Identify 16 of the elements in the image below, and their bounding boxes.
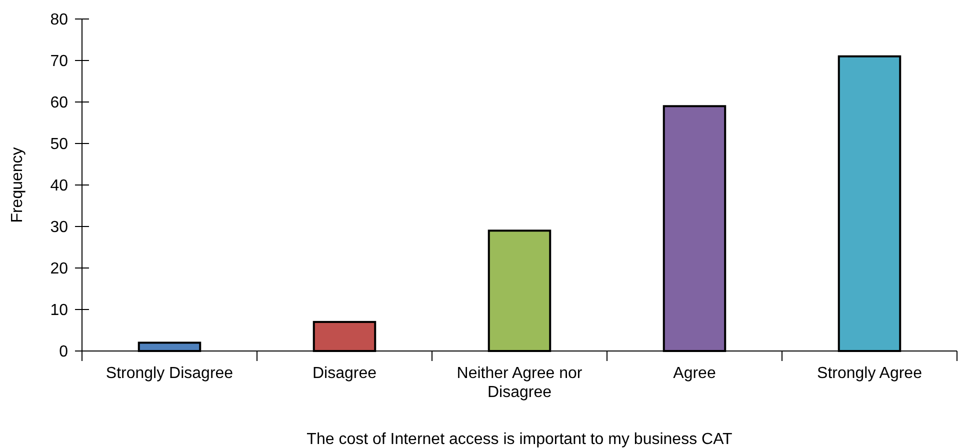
y-tick-label: 0 <box>59 344 68 361</box>
x-tick-label: Strongly Disagree <box>106 365 234 382</box>
x-tick-label: Strongly Agree <box>817 365 922 382</box>
y-tick-label: 60 <box>50 94 68 112</box>
x-tick-label: Agree <box>673 365 716 382</box>
x-tick-label: Disagree <box>312 365 377 382</box>
y-axis-title: Frequency <box>9 147 26 223</box>
y-tick-label: 20 <box>50 260 68 278</box>
y-tick-label: 10 <box>50 302 68 320</box>
y-tick-label: 40 <box>50 178 68 195</box>
y-tick-label: 50 <box>50 136 68 154</box>
y-tick-label: 70 <box>50 53 68 70</box>
y-tick-label: 80 <box>50 12 68 29</box>
x-axis-title: The cost of Internet access is important to my business CAT <box>306 431 733 448</box>
x-tick-label: Neither Agree nor Disagree <box>456 365 583 401</box>
y-tick-label: 30 <box>50 219 68 236</box>
